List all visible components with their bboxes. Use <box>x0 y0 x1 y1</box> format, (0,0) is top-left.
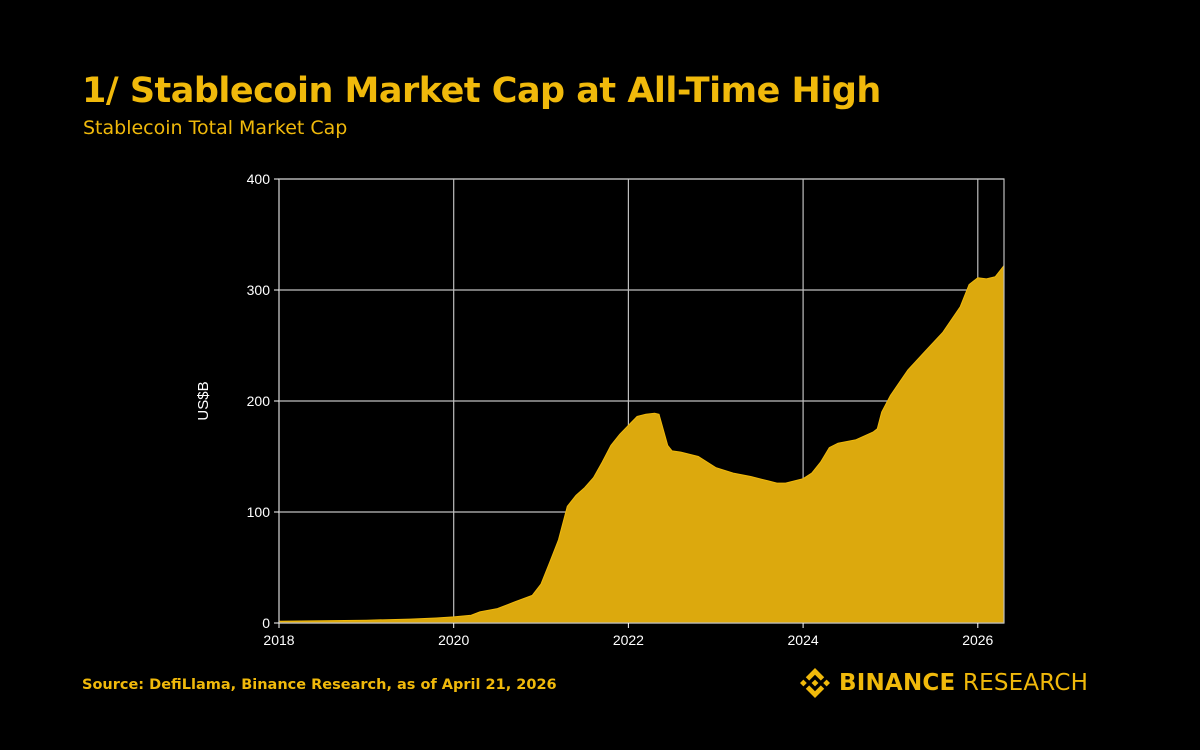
x-tick-label: 2024 <box>788 632 819 648</box>
binance-logo-icon <box>800 668 830 698</box>
axis-ticks: 0 100 200 300 400 2018 2020 2022 2024 2026 <box>247 171 994 648</box>
brand-name: BINANCE RESEARCH <box>839 670 1088 696</box>
y-tick-label: 100 <box>247 504 271 520</box>
brand-primary: BINANCE <box>839 670 956 696</box>
y-axis-label: US$B <box>195 381 212 420</box>
chart-title: 1/ Stablecoin Market Cap at All-Time Hig… <box>82 71 881 111</box>
chart-subtitle: Stablecoin Total Market Cap <box>83 117 348 139</box>
source-note: Source: DefiLlama, Binance Research, as … <box>82 677 557 693</box>
brand-secondary: RESEARCH <box>955 670 1089 696</box>
x-tick-label: 2026 <box>962 632 993 648</box>
x-tick-label: 2018 <box>263 632 294 648</box>
area-fill <box>278 264 1005 624</box>
area-series <box>278 264 1005 624</box>
y-tick-label: 200 <box>247 393 271 409</box>
x-tick-label: 2022 <box>613 632 644 648</box>
y-tick-label: 0 <box>262 615 270 631</box>
brand-logo: BINANCE RESEARCH <box>800 668 1088 698</box>
y-tick-label: 300 <box>247 282 271 298</box>
x-tick-label: 2020 <box>438 632 469 648</box>
y-tick-label: 400 <box>247 171 271 187</box>
